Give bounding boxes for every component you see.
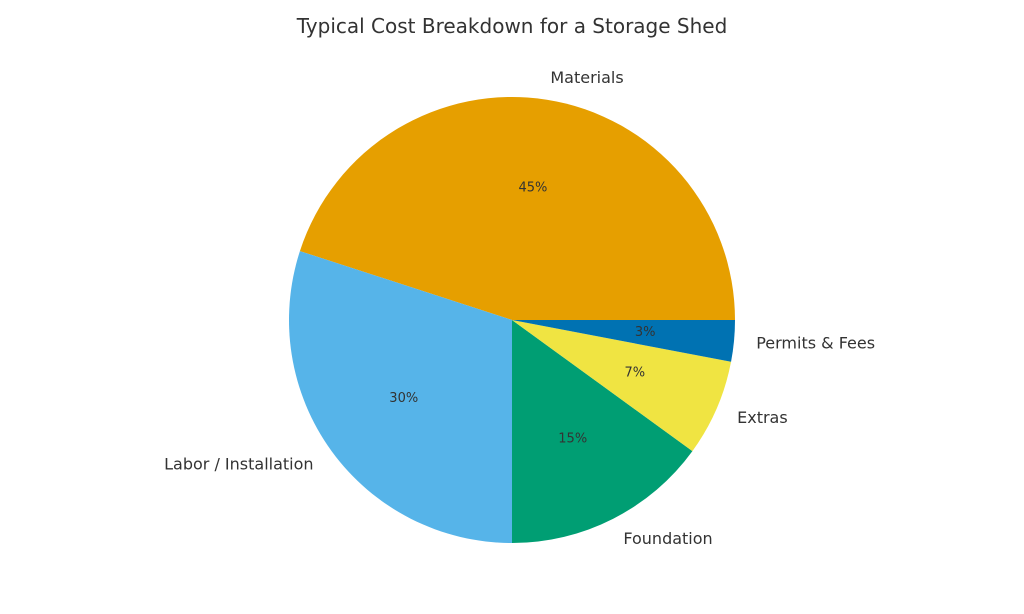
percent-label: 45% [518, 180, 547, 195]
pie-slice-labor-installation [288, 251, 512, 543]
category-label: Labor / Installation [164, 455, 313, 474]
category-label: Foundation [623, 529, 712, 548]
pie-slice-extras [512, 320, 732, 452]
pie-slices [288, 96, 735, 543]
category-label: Permits & Fees [756, 334, 875, 353]
percent-labels: 45% 30% 15% 7% 3% [389, 180, 655, 446]
percent-label: 7% [624, 366, 645, 381]
pie-slice-permits-fees [512, 320, 735, 362]
percent-label: 15% [558, 432, 587, 447]
percent-label: 30% [389, 391, 418, 406]
pie-slice-materials [299, 96, 735, 320]
category-label: Materials [550, 68, 623, 87]
category-label: Extras [737, 408, 788, 427]
category-labels: Materials Labor / Installation Foundation E… [164, 68, 875, 548]
chart-title: Typical Cost Breakdown for a Storage She… [296, 14, 728, 38]
pie-slice-foundation [512, 320, 693, 543]
percent-label: 3% [635, 325, 656, 340]
